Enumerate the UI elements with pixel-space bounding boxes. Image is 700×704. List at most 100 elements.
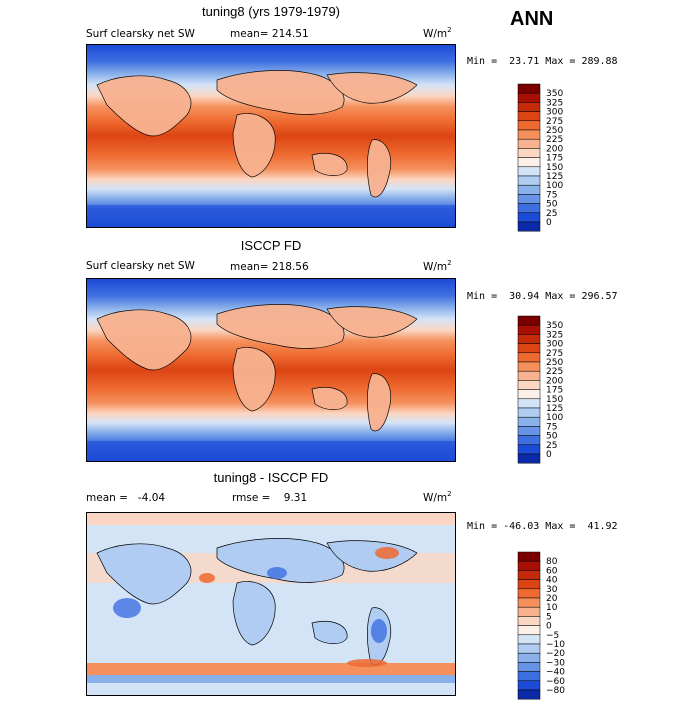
panel-1-map-svg [87,45,455,227]
colorbar-2-label-1: 325 [546,330,563,340]
panel-1-mean: mean= 214.51 [230,28,309,40]
panel-1-variable: Surf clearsky net SW [86,28,195,40]
colorbar-3-label-13: −60 [546,677,565,687]
colorbar-2-swatch-12 [517,426,541,436]
colorbar-3-label-1: 60 [546,566,558,576]
panel-3-rmse: rmse = 9.31 [232,492,308,504]
panel-1-minmax: Min = 23.71 Max = 289.88 [467,56,618,67]
colorbar-3-label-0: 80 [546,557,558,567]
colorbar-1-swatch-13 [517,203,541,214]
colorbar-2-swatch-0 [517,315,541,326]
panel-3-colorbar: 80 60 40 30 20 10 5 0 −5 −10 −20 −30 −40 −60 −80 [516,550,596,704]
colorbar-3-label-3: 30 [546,585,558,595]
panel-1-units: W/m2 [423,26,452,40]
colorbar-1-label-6: 200 [546,144,563,154]
colorbar-3-swatch-4 [517,588,541,599]
panel-1-title: tuning8 (yrs 1979-1979) [201,4,341,19]
colorbar-1-swatch-2 [517,102,541,112]
colorbar-2-swatch-7 [517,380,541,390]
colorbar-1-label-2: 300 [546,108,563,118]
panel-2-units: W/m2 [423,259,452,273]
panel-2-map-svg [87,279,455,461]
colorbar-1-swatch-7 [517,148,541,158]
colorbar-3-label-4: 20 [546,594,558,604]
colorbar-1-swatch-4 [517,120,541,131]
colorbar-2-label-12: 50 [546,432,558,442]
colorbar-1-swatch-12 [517,194,541,204]
colorbar-1-swatch-8 [517,157,541,168]
colorbar-2-label-3: 275 [546,349,563,359]
panel-3-map [86,512,456,696]
colorbar-1-swatch-0 [517,83,541,94]
colorbar-2-label-14: 0 [546,450,552,460]
colorbar-3-swatch-7 [517,616,541,626]
colorbar-1-label-14: 0 [546,218,552,228]
colorbar-1-label-8: 150 [546,163,563,173]
colorbar-3-swatch-6 [517,606,541,617]
colorbar-1-swatch-1 [517,92,541,103]
colorbar-2-swatch-9 [517,398,541,409]
colorbar-1-label-5: 225 [546,135,563,145]
colorbar-2-label-7: 175 [546,386,563,396]
colorbar-3-swatch-8 [517,625,541,636]
colorbar-2-swatch-11 [517,416,541,427]
colorbar-2-swatch-2 [517,334,541,344]
colorbar-1-label-12: 50 [546,200,558,210]
colorbar-3-label-9: −10 [546,640,565,650]
panel-3-title: tuning8 - ISCCP FD [213,470,329,485]
colorbar-1-swatch-6 [517,138,541,149]
colorbar-2-label-2: 300 [546,340,563,350]
panel-3-map-svg [87,513,455,695]
colorbar-3-swatch-1 [517,560,541,571]
colorbar-1-swatch-9 [517,166,541,177]
colorbar-3-label-7: 0 [546,622,552,632]
colorbar-3-label-5: 10 [546,603,558,613]
colorbar-3-swatch-10 [517,643,541,654]
colorbar-1-label-4: 250 [546,126,563,136]
colorbar-2-label-11: 75 [546,422,557,432]
colorbar-3-label-11: −30 [546,658,565,668]
colorbar-1-label-13: 25 [546,209,557,219]
colorbar-2-label-9: 125 [546,404,563,414]
colorbar-2-label-8: 150 [546,395,563,405]
colorbar-3-swatch-14 [517,680,541,691]
colorbar-1-label-10: 100 [546,181,563,191]
colorbar-1-swatch-15 [517,221,541,232]
colorbar-2-swatch-3 [517,343,541,354]
colorbar-3-label-8: −5 [546,631,559,641]
colorbar-2-swatch-5 [517,361,541,372]
colorbar-2-label-5: 225 [546,367,563,377]
colorbar-3-label-6: 5 [546,612,552,622]
colorbar-1-swatch-14 [517,212,541,223]
colorbar-2-swatch-14 [517,444,541,455]
colorbar-3-swatch-0 [517,551,541,562]
colorbar-2-label-0: 350 [546,321,563,331]
colorbar-2-swatch-15 [517,453,541,464]
colorbar-1-label-1: 325 [546,98,563,108]
colorbar-3-swatch-13 [517,671,541,682]
colorbar-3-swatch-5 [517,597,541,608]
colorbar-1-label-7: 175 [546,154,563,164]
panel-2-title: ISCCP FD [240,238,302,253]
colorbar-3-label-14: −80 [546,686,565,696]
colorbar-2-swatch-4 [517,352,541,363]
colorbar-2-label-4: 250 [546,358,563,368]
season-label: ANN [510,8,554,30]
colorbar-3-swatch-3 [517,579,541,590]
panel-3-mean: mean = -4.04 [86,492,166,504]
colorbar-1-swatch-11 [517,184,541,195]
colorbar-3-label-10: −20 [546,649,565,659]
colorbar-1-label-3: 275 [546,117,563,127]
colorbar-3-swatch-9 [517,634,541,645]
colorbar-2-swatch-10 [517,407,541,418]
panel-2-mean: mean= 218.56 [230,261,309,273]
panel-2-colorbar: 350 325 300 275 250 225 200 175 150 125 100 75 50 25 0 [516,314,596,468]
colorbar-2-label-6: 200 [546,376,563,386]
colorbar-1-label-9: 125 [546,172,563,182]
colorbar-1-label-0: 350 [546,89,563,99]
colorbar-2-label-10: 100 [546,413,563,423]
panel-2-minmax: Min = 30.94 Max = 296.57 [467,291,618,302]
colorbar-3-swatch-2 [517,570,541,580]
